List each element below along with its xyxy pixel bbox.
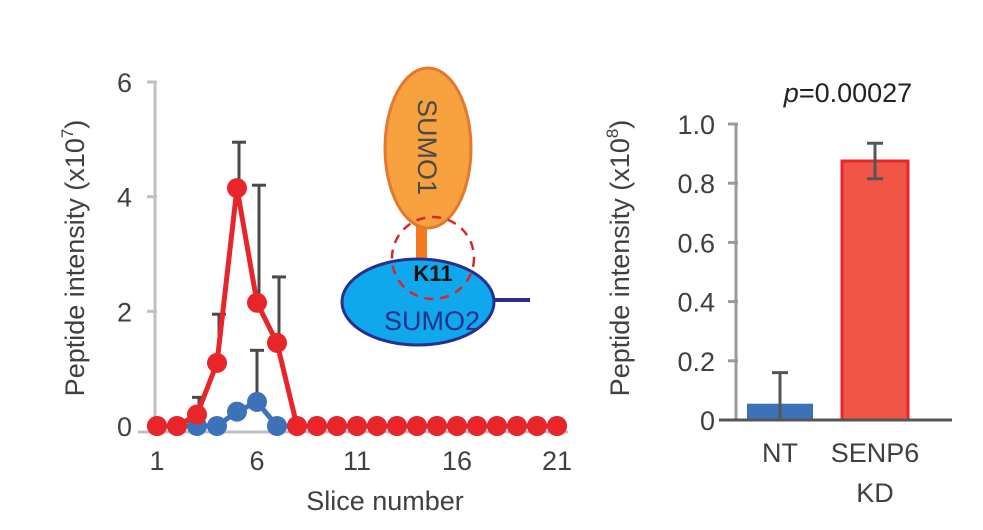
- bar-category-label: SENP6: [831, 438, 920, 468]
- data-point: [207, 352, 227, 373]
- data-point: [447, 416, 467, 436]
- line-chart-x-tick-label: 1: [149, 446, 164, 476]
- data-point: [267, 416, 287, 436]
- line-chart-x-tick-label: 16: [442, 446, 472, 476]
- k11-site-highlight: [390, 215, 476, 301]
- bar-chart-y-tick-label: 0: [700, 406, 715, 436]
- k11-site-label: K11: [413, 261, 452, 286]
- data-point: [247, 292, 267, 313]
- line-chart-x-tick-label: 11: [343, 446, 371, 476]
- data-point: [427, 416, 447, 436]
- line-chart-y-tick-label: 2: [117, 297, 132, 327]
- sumo1-label: SUMO1: [412, 99, 442, 195]
- bar-chart-y-tick-label: 0.4: [677, 288, 715, 318]
- line-chart-x-tick-label: 21: [542, 446, 572, 476]
- bar-senp6: [840, 159, 910, 422]
- data-point: [167, 416, 187, 436]
- data-point: [207, 416, 227, 436]
- bar-chart-y-tick-label: 0.6: [677, 228, 715, 258]
- data-point: [507, 416, 527, 436]
- sumo1-shape: [383, 66, 473, 230]
- data-point: [287, 416, 307, 436]
- data-point: [367, 416, 387, 436]
- data-point: [307, 416, 327, 436]
- data-point: [327, 416, 347, 436]
- data-point: [187, 404, 207, 425]
- bar-chart-y-tick-label: 1.0: [677, 110, 715, 140]
- data-point: [227, 178, 247, 199]
- sumo-diagram: SUMO1 SUMO2 K11: [340, 66, 530, 347]
- p-value-annotation: p=0.00027: [783, 78, 912, 108]
- sumo2-shape: [340, 257, 496, 347]
- data-point: [527, 416, 547, 436]
- bar-chart-y-tick-label: 0.8: [677, 169, 715, 199]
- line-chart-y-tick-label: 4: [117, 183, 132, 213]
- series-senp6-kd: [147, 178, 567, 436]
- isopeptide-link: [416, 222, 427, 270]
- bar-chart-y-tick-label: 0.2: [677, 347, 715, 377]
- bar-category-label: NT: [762, 438, 798, 468]
- data-point: [247, 391, 267, 412]
- data-point: [387, 416, 407, 436]
- data-point: [467, 416, 487, 436]
- data-point: [347, 416, 367, 436]
- data-point: [227, 401, 247, 422]
- line-chart-y-tick-label: 0: [117, 412, 132, 442]
- line-chart-y-tick-label: 6: [117, 68, 132, 98]
- data-point: [147, 416, 167, 436]
- data-point: [267, 332, 287, 353]
- data-point: [547, 416, 567, 436]
- sumo2-label: SUMO2: [384, 306, 480, 336]
- bar-chart: 0 0.2 0.4 0.6 0.8 1.0 NT SENP6 KD p=0.00027 Pep…: [603, 78, 952, 508]
- bar-category-label-line2: KD: [856, 478, 894, 508]
- bar-chart-y-label: Peptide intensity (x108): [603, 120, 635, 397]
- data-point: [407, 416, 427, 436]
- line-chart-x-label: Slice number: [306, 486, 464, 516]
- data-point: [487, 416, 507, 436]
- line-chart-x-tick-label: 6: [249, 446, 264, 476]
- line-chart-y-label: Peptide intensity (x107): [58, 120, 90, 397]
